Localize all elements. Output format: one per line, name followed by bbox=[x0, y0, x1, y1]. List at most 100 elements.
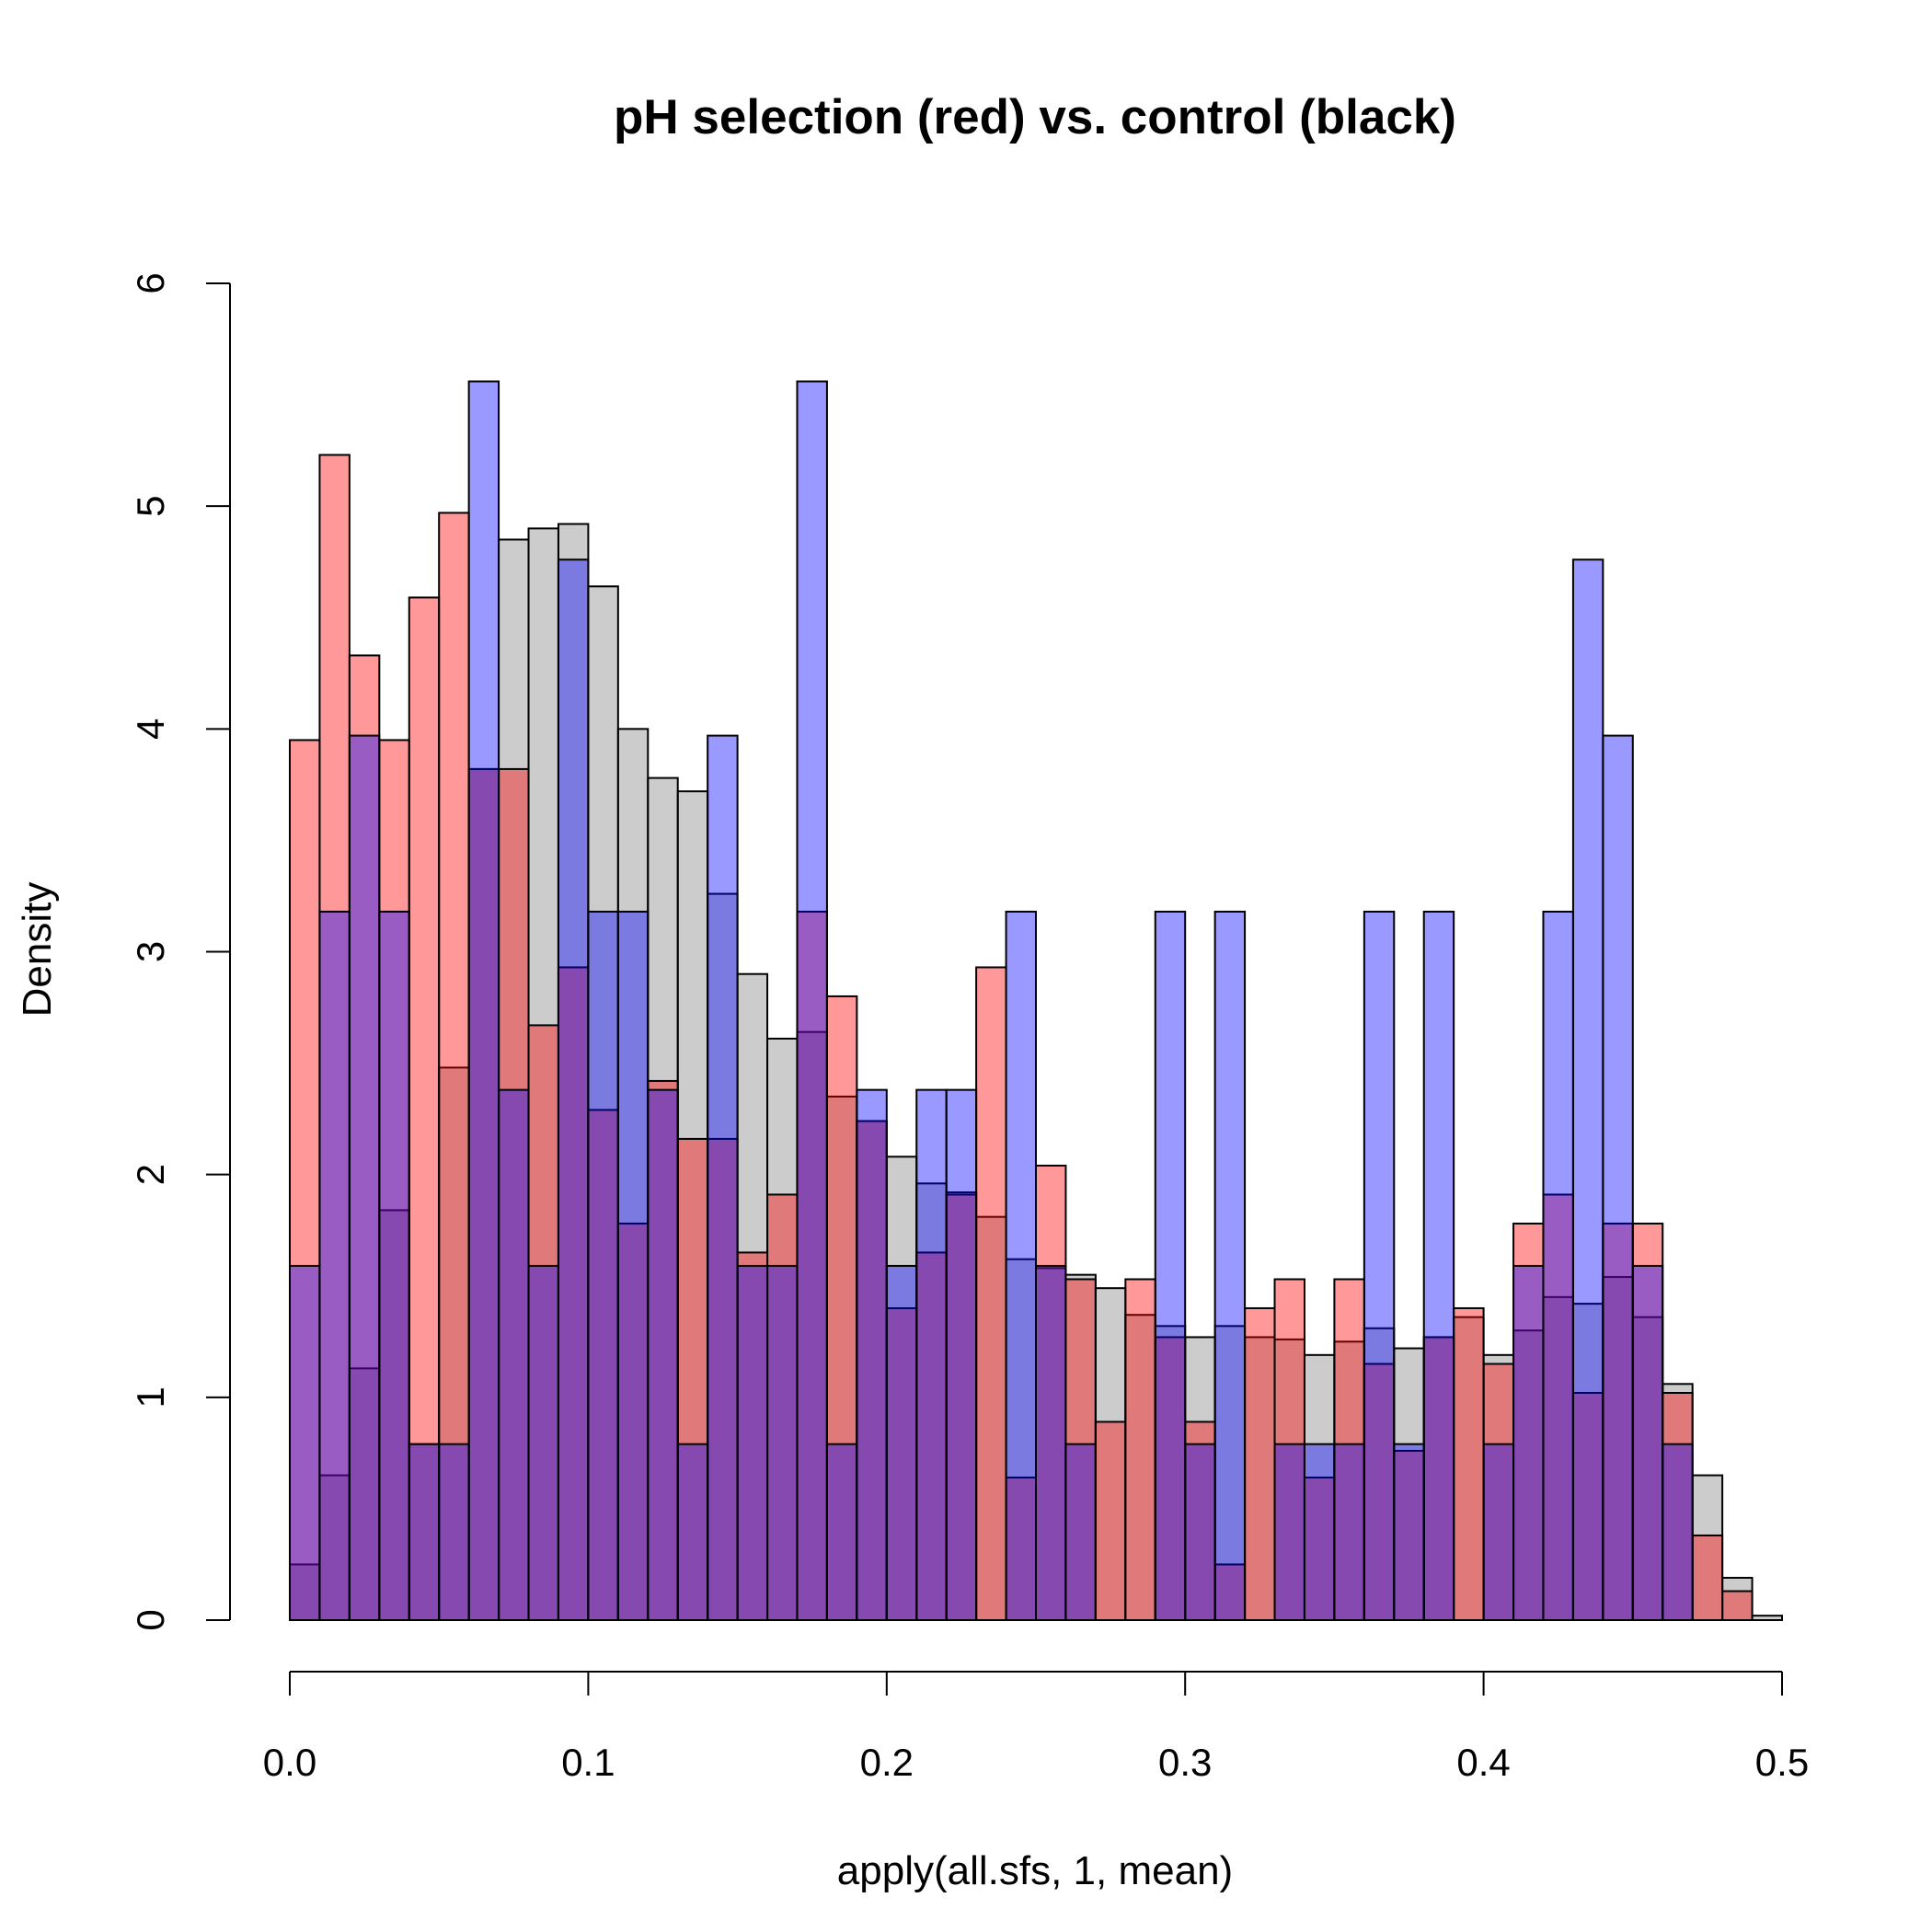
histogram-bar bbox=[348, 734, 381, 1621]
histogram-bar bbox=[915, 1088, 948, 1621]
histogram-bar bbox=[766, 1264, 799, 1621]
histogram-bar bbox=[348, 654, 381, 1621]
x-tick-label: 0.4 bbox=[1456, 1741, 1510, 1784]
x-axis-label: apply(all.sfs, 1, mean) bbox=[837, 1848, 1233, 1893]
y-tick-label: 2 bbox=[129, 1164, 172, 1185]
y-tick-label: 3 bbox=[129, 941, 172, 962]
histogram-bar bbox=[856, 1088, 888, 1621]
histogram-bar bbox=[1333, 1278, 1365, 1621]
histogram-bar bbox=[438, 1443, 470, 1622]
x-tick-label: 0.1 bbox=[561, 1741, 615, 1784]
histogram-bar bbox=[1064, 1443, 1097, 1622]
histogram-bar bbox=[408, 1443, 441, 1622]
histogram-bar bbox=[557, 558, 590, 1622]
histogram-bar bbox=[1542, 1295, 1574, 1621]
histogram-bar bbox=[408, 596, 441, 1622]
histogram-bar bbox=[318, 910, 351, 1621]
histogram-bar bbox=[1631, 1222, 1664, 1622]
histogram-bar bbox=[1303, 1443, 1336, 1622]
histogram-bar bbox=[318, 1474, 351, 1622]
histogram-bar bbox=[676, 790, 709, 1621]
histogram-bar bbox=[945, 1088, 978, 1621]
x-tick-label: 0.0 bbox=[263, 1741, 316, 1784]
histogram-bar bbox=[796, 380, 828, 1621]
histogram-bar bbox=[1422, 1336, 1455, 1622]
histogram-bar bbox=[1244, 1306, 1276, 1621]
histogram-bar bbox=[1571, 558, 1604, 1622]
histogram-bar bbox=[289, 1563, 321, 1622]
histogram-bar bbox=[1482, 1443, 1515, 1622]
histogram-bar bbox=[1691, 1474, 1724, 1622]
histogram-bar bbox=[975, 1215, 1007, 1621]
chart-title: pH selection (red) vs. control (black) bbox=[614, 90, 1456, 144]
histogram-bar bbox=[1512, 1264, 1545, 1621]
histogram-bar bbox=[825, 1443, 858, 1622]
histogram-bar bbox=[1691, 1534, 1724, 1622]
histogram-bar bbox=[616, 1222, 650, 1622]
histogram-bar bbox=[1571, 1303, 1604, 1621]
histogram-bar bbox=[1662, 1391, 1694, 1621]
histogram-bar bbox=[1542, 1193, 1574, 1621]
histogram-bar bbox=[736, 1264, 769, 1621]
histogram-bar bbox=[885, 1264, 918, 1621]
histogram-bar bbox=[467, 767, 500, 1621]
histogram-bar bbox=[1064, 1278, 1097, 1621]
histogram-bar bbox=[766, 1037, 799, 1621]
histogram-bar bbox=[1333, 1443, 1365, 1622]
bars-layer bbox=[289, 380, 1784, 1622]
histogram-bar bbox=[1721, 1590, 1754, 1621]
histogram-bar bbox=[707, 734, 739, 1621]
histogram-bar bbox=[1213, 910, 1247, 1621]
x-tick-label: 0.2 bbox=[860, 1741, 914, 1784]
histogram-bar bbox=[1005, 910, 1038, 1621]
histogram-bar bbox=[1602, 1222, 1634, 1622]
histogram-bar bbox=[289, 1264, 321, 1621]
y-axis: 0 1 2 3 4 5 6 bbox=[129, 272, 231, 1631]
histogram-bar bbox=[1542, 910, 1574, 1621]
histogram-bar bbox=[498, 1088, 530, 1621]
histogram-bar bbox=[1363, 910, 1396, 1621]
histogram-bar bbox=[1482, 1353, 1515, 1621]
histogram-bar bbox=[616, 728, 650, 1621]
histogram-bar bbox=[736, 1251, 769, 1622]
histogram-bar bbox=[527, 1264, 559, 1621]
y-tick-label: 0 bbox=[129, 1609, 172, 1630]
histogram-bar bbox=[1453, 1306, 1485, 1621]
x-axis: 0.0 0.1 0.2 0.3 0.4 0.5 bbox=[263, 1671, 1809, 1784]
histogram-bar bbox=[1422, 910, 1455, 1621]
histogram-bar bbox=[1393, 1443, 1425, 1622]
y-axis-label: Density bbox=[15, 882, 60, 1018]
histogram-bar bbox=[1035, 1264, 1067, 1621]
histogram-bar bbox=[1662, 1443, 1694, 1622]
histogram-bar bbox=[1154, 1325, 1187, 1621]
histogram-bar bbox=[975, 966, 1007, 1621]
x-tick-label: 0.5 bbox=[1755, 1741, 1809, 1784]
histogram-bar bbox=[1602, 734, 1634, 1621]
x-tick-label: 0.3 bbox=[1158, 1741, 1212, 1784]
y-tick-label: 4 bbox=[129, 719, 172, 740]
histogram-bar bbox=[1035, 1267, 1067, 1622]
histogram-bar bbox=[1184, 1443, 1216, 1622]
histogram-bar bbox=[1571, 1391, 1604, 1621]
histogram-bar bbox=[796, 910, 828, 1621]
histogram-bar bbox=[676, 1443, 709, 1622]
histogram-bar bbox=[1273, 1443, 1305, 1622]
histogram-bar bbox=[1124, 1278, 1156, 1621]
histogram-bar bbox=[1154, 910, 1187, 1621]
histogram-bar bbox=[348, 1367, 381, 1622]
y-tick-label: 6 bbox=[129, 272, 172, 293]
histogram-bar bbox=[467, 380, 500, 1621]
histogram-bar bbox=[945, 1191, 978, 1622]
y-tick-label: 1 bbox=[129, 1386, 172, 1408]
histogram-bar bbox=[1631, 1264, 1664, 1621]
histogram-bar bbox=[1005, 1258, 1038, 1621]
histogram-bar bbox=[1005, 1477, 1038, 1621]
histogram-bar bbox=[1094, 1420, 1127, 1622]
histogram-bar bbox=[378, 910, 410, 1621]
histogram-bar bbox=[647, 1088, 679, 1621]
histogram-bar bbox=[557, 966, 590, 1621]
histogram-bar bbox=[707, 892, 739, 1621]
y-tick-label: 5 bbox=[129, 495, 172, 516]
